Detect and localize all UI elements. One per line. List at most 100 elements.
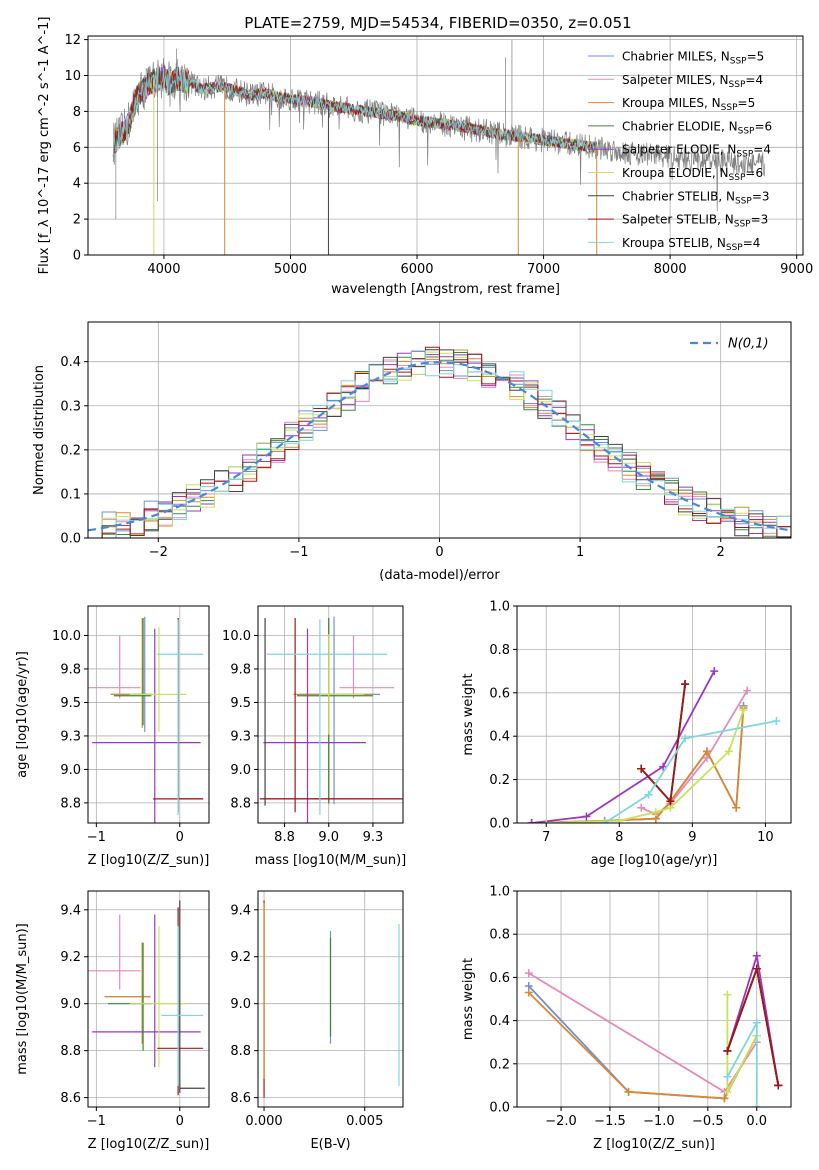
y-tick-label: 0.1 [60, 487, 81, 502]
mass-vs-ebv-panel: 0.000 0.005 8.6 8.8 9.0 9.2 9.4 E(B-V) [230, 890, 404, 1152]
y-tick-label: 8.6 [60, 1091, 81, 1106]
weight-marker [723, 1072, 732, 1081]
x-tick-label: 5000 [274, 262, 307, 277]
y-tick-label: 0.4 [489, 730, 510, 745]
x-tick-label: −1 [87, 830, 106, 845]
x-tick-label: 7000 [527, 262, 560, 277]
legend-label: Chabrier STELIB, NSSP=3 [622, 189, 770, 206]
weight-vs-z-panel: −2.0 −1.5 −1.0 −0.5 0.0 0.0 0.2 0.4 0.6 0.8 1.0 Z [… [461, 885, 792, 1152]
x-tick-label: 10 [757, 830, 774, 845]
axes-frame [516, 605, 792, 824]
y-axis-label: mass weight [461, 673, 476, 755]
weight-marker [723, 1087, 732, 1096]
x-tick-label: 9.3 [363, 830, 384, 845]
x-tick-label: −1.5 [594, 1114, 626, 1129]
y-tick-label: 9.8 [60, 662, 81, 677]
legend-value: =4 [745, 73, 763, 87]
y-tick-label: 9.0 [60, 763, 81, 778]
plot-content [263, 900, 400, 1098]
weight-line [604, 720, 777, 823]
age-vs-mass-panel: 8.8 9.0 9.3 8.8 9.0 9.3 9.5 9.8 10.0 mass [log10(… [222, 605, 407, 868]
y-tick-label: 10.0 [222, 629, 251, 644]
weight-marker [624, 1087, 633, 1096]
legend-subscript: SSP [734, 220, 751, 230]
y-tick-label: 8.8 [60, 796, 81, 811]
legend-value: =5 [738, 96, 756, 110]
legend-subscript: SSP [729, 173, 746, 183]
axes-frame [87, 35, 804, 256]
legend-subscript: SSP [730, 57, 747, 67]
x-tick-label: −2.0 [545, 1114, 577, 1129]
x-axis-label: mass [log10(M/M_sun)] [255, 853, 407, 868]
legend-subscript: SSP [721, 103, 738, 113]
legend-label: N(0,1) [728, 337, 769, 352]
legend-value: =4 [743, 236, 761, 250]
weight-marker [651, 808, 660, 817]
x-axis-label: Z [log10(Z/Z_sun)] [593, 1137, 715, 1152]
y-tick-label: 8.8 [60, 1044, 81, 1059]
x-axis-label: (data-model)/error [379, 568, 500, 583]
plot-content [88, 346, 791, 538]
y-tick-label: 0.6 [489, 686, 510, 701]
y-tick-label: 0.3 [60, 399, 81, 414]
y-axis-label: age [log10(age/yr)] [15, 651, 30, 778]
legend-value: =5 [747, 50, 765, 64]
normal-reference-curve [88, 360, 791, 532]
weight-marker [681, 680, 690, 689]
legend-subscript: SSP [726, 243, 743, 253]
weight-line [528, 991, 758, 1100]
y-tick-label: 0 [73, 249, 81, 264]
legend-label: Salpeter STELIB, NSSP=3 [622, 213, 768, 230]
y-tick-label: 10 [64, 69, 81, 84]
y-tick-label: 9.0 [230, 997, 251, 1012]
x-tick-label: 9.0 [318, 830, 339, 845]
plot-content [88, 900, 205, 1096]
y-tick-label: 9.4 [230, 903, 251, 918]
legend-subscript: SSP [738, 126, 755, 136]
weight-line [531, 705, 745, 823]
weight-marker [615, 816, 624, 823]
weight-marker [743, 686, 752, 695]
legend-value: =6 [745, 166, 763, 180]
y-tick-label: 0.2 [60, 443, 81, 458]
y-tick-label: 9.4 [60, 903, 81, 918]
weight-marker [702, 747, 711, 756]
weight-marker [724, 747, 733, 756]
mass-vs-z-panel: −1 0 8.6 8.8 9.0 9.2 9.4 Z [log10(Z/Z_sun)] mass… [15, 890, 210, 1152]
weight-marker [723, 1046, 732, 1055]
legend-label: Kroupa MILES, NSSP=5 [622, 96, 755, 113]
x-tick-label: 7 [542, 830, 550, 845]
weight-marker [710, 667, 719, 676]
y-tick-label: 8 [73, 105, 81, 120]
weight-marker [644, 790, 653, 799]
legend-subscript: SSP [729, 80, 746, 90]
legend-value: =6 [754, 119, 772, 133]
y-tick-label: 9.3 [60, 729, 81, 744]
legend-label: Salpeter MILES, NSSP=4 [622, 73, 763, 90]
x-axis-label: wavelength [Angstrom, rest frame] [331, 282, 560, 297]
weight-marker [542, 819, 551, 823]
weight-marker [524, 969, 533, 978]
y-tick-label: 0.0 [489, 817, 510, 832]
x-tick-label: 0.005 [346, 1114, 383, 1129]
y-tick-label: 4 [73, 177, 81, 192]
y-tick-label: 9.0 [60, 997, 81, 1012]
weight-vs-age-panel: 7 8 9 10 0.0 0.2 0.4 0.6 0.8 1.0 age [log10(age/yr… [461, 600, 792, 868]
legend-label: Salpeter ELODIE, NSSP=4 [622, 143, 771, 160]
y-tick-label: 1.0 [489, 885, 510, 900]
y-tick-label: 9.3 [230, 729, 251, 744]
axes-frame [516, 890, 792, 1108]
y-tick-label: 9.0 [230, 763, 251, 778]
x-tick-label: 0.000 [245, 1114, 282, 1129]
x-tick-label: 1 [576, 545, 584, 560]
legend-value: =3 [752, 189, 770, 203]
y-tick-label: 0.0 [60, 532, 81, 547]
x-axis-label: Z [log10(Z/Z_sun)] [88, 1137, 210, 1152]
x-tick-label: −2 [149, 545, 168, 560]
weight-marker [774, 1081, 783, 1090]
weight-marker [772, 717, 781, 726]
weight-marker [637, 764, 646, 773]
weight-marker [732, 803, 741, 812]
plot-content [112, 39, 766, 255]
weight-line [531, 707, 745, 823]
